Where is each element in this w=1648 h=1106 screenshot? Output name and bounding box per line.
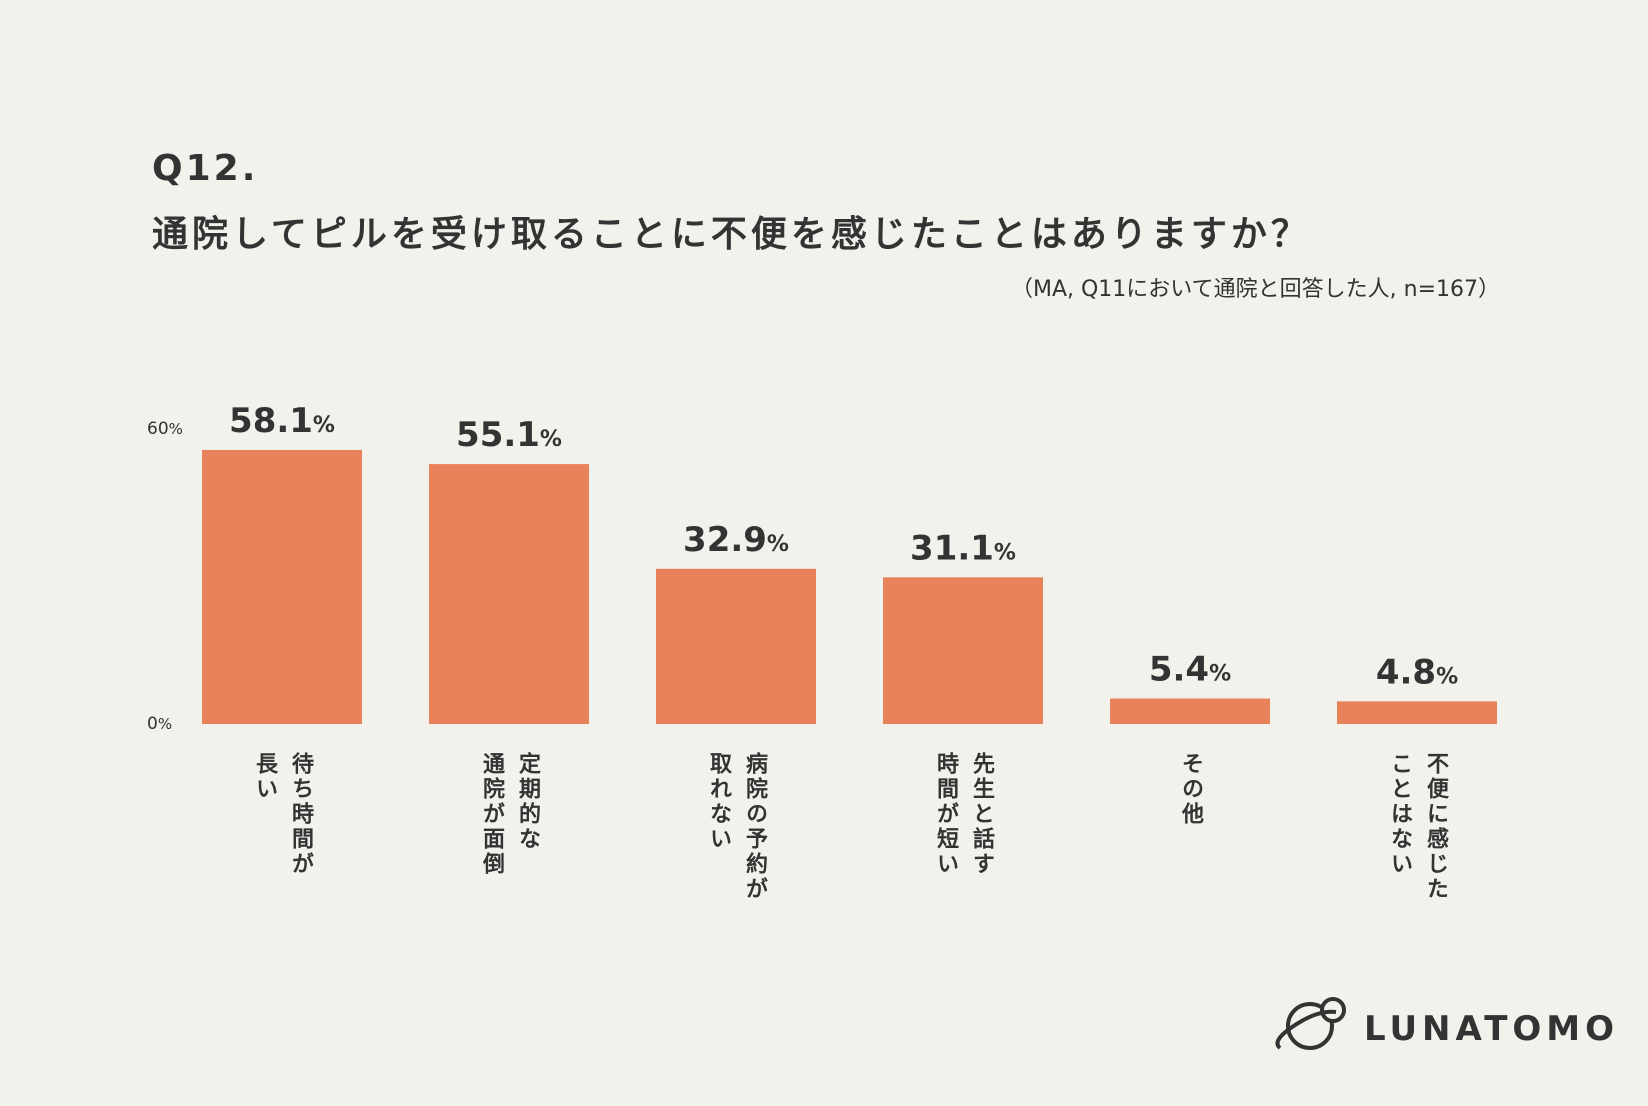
bar xyxy=(1110,698,1270,724)
value-label: 31.1% xyxy=(910,528,1016,568)
value-label: 58.1% xyxy=(229,401,335,441)
brand: LUNATOMO xyxy=(1364,1009,1619,1049)
x-tick-label: その他 xyxy=(1178,752,1203,827)
value-label: 5.4% xyxy=(1149,650,1231,690)
value-label: 4.8% xyxy=(1376,652,1458,692)
bar xyxy=(429,464,589,724)
bar xyxy=(1337,701,1497,724)
logo-icon xyxy=(1275,997,1346,1050)
value-label: 32.9% xyxy=(683,520,789,560)
y-tick-label: 0% xyxy=(147,714,172,734)
chart-note: （MA, Q11において通院と回答した人, n=167） xyxy=(1011,277,1500,302)
x-tick-label: 定期的な 通院が面倒 xyxy=(479,752,540,877)
bar xyxy=(202,449,362,724)
chart-subtitle: 通院してピルを受け取ることに不便を感じたことはありますか？ xyxy=(152,214,1311,255)
x-tick-label: 先生と話す 時間が短い xyxy=(933,752,994,877)
x-tick-label: 病院の予約が 取れない xyxy=(706,752,767,902)
x-tick-label: 待ち時間が 長い xyxy=(252,752,313,877)
bar xyxy=(883,577,1043,724)
x-tick-label: 不便に感じた ことはない xyxy=(1387,752,1448,902)
bar xyxy=(656,568,816,724)
y-tick-label: 60% xyxy=(147,419,183,439)
chart-title: Q12. xyxy=(152,148,258,189)
value-label: 55.1% xyxy=(456,415,562,455)
